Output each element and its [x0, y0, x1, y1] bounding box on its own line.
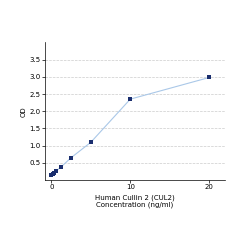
- X-axis label: Human Cullin 2 (CUL2)
Concentration (ng/ml): Human Cullin 2 (CUL2) Concentration (ng/…: [95, 194, 175, 208]
- Point: [49, 173, 53, 177]
- Point: [52, 171, 56, 175]
- Point: [54, 169, 58, 173]
- Point: [50, 172, 54, 176]
- Y-axis label: OD: OD: [21, 106, 27, 117]
- Point: [128, 97, 132, 101]
- Point: [89, 140, 93, 144]
- Point: [207, 76, 211, 80]
- Point: [69, 156, 73, 160]
- Point: [59, 165, 63, 169]
